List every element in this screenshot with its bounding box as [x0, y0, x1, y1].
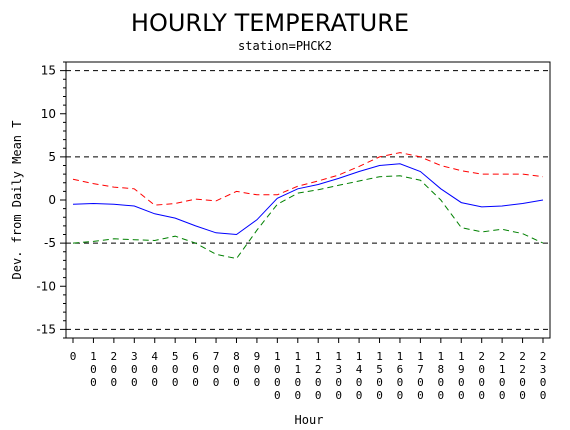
- y-axis: -15 -10 -5 0 5 10 15: [36, 61, 66, 339]
- series-line-2: [72, 163, 544, 236]
- y-tick-label: -10: [36, 279, 56, 293]
- chart-title: HOURLY TEMPERATURE: [131, 9, 409, 37]
- y-tick-label: 0: [48, 193, 56, 207]
- y-axis-label: Dev. from Daily Mean T: [10, 121, 24, 280]
- y-tick-label: 15: [41, 64, 56, 78]
- series-line-1: [72, 152, 544, 206]
- x-tick-label: 0: [70, 350, 77, 363]
- reference-lines: [66, 70, 550, 330]
- x-axis-label: Hour: [295, 413, 324, 427]
- y-tick-label: 5: [48, 150, 56, 164]
- chart-subtitle: station=PHCK2: [238, 39, 332, 53]
- x-axis: 0 1 0 0 2 0 0 3 0 0 4 0 0 5 0 0 6 0 0 7 0 0 8 0 0 9 0 0 1 0 0 0 1 1 0 0 1 2 0 0…: [70, 338, 547, 402]
- y-tick-label: -5: [44, 236, 56, 250]
- y-tick-label: 10: [41, 107, 56, 121]
- series-layer: [72, 152, 544, 260]
- plot-area: [65, 61, 551, 339]
- series-line-3: [72, 175, 544, 260]
- y-tick-label: -15: [36, 322, 56, 336]
